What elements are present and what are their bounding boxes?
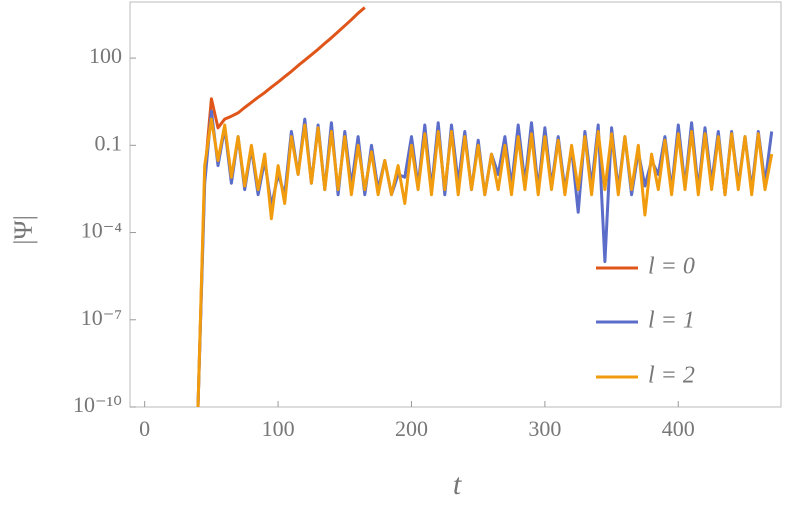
y-tick-label: 10⁻⁷ bbox=[81, 305, 122, 330]
y-tick-label: 0.1 bbox=[95, 130, 123, 155]
legend-label: l = 0 bbox=[648, 254, 695, 280]
plot-frame bbox=[129, 1, 782, 408]
legend-label: l = 1 bbox=[648, 308, 695, 334]
series-line bbox=[196, 117, 774, 407]
x-tick-label: 0 bbox=[139, 416, 150, 441]
y-axis-label: |Ψ| bbox=[9, 215, 38, 245]
x-tick-label: 200 bbox=[395, 416, 428, 441]
y-tick-label: 10⁻⁴ bbox=[81, 218, 123, 243]
series-line bbox=[196, 6, 366, 407]
plot-area bbox=[196, 6, 774, 407]
y-tick-label: 10⁻¹⁰ bbox=[73, 392, 122, 417]
legend-label: l = 2 bbox=[648, 363, 695, 389]
x-axis-label: t bbox=[453, 468, 462, 501]
x-tick-label: 400 bbox=[662, 416, 695, 441]
y-tick-label: 100 bbox=[89, 43, 122, 68]
x-tick-label: 300 bbox=[528, 416, 561, 441]
x-tick-label: 100 bbox=[262, 416, 295, 441]
